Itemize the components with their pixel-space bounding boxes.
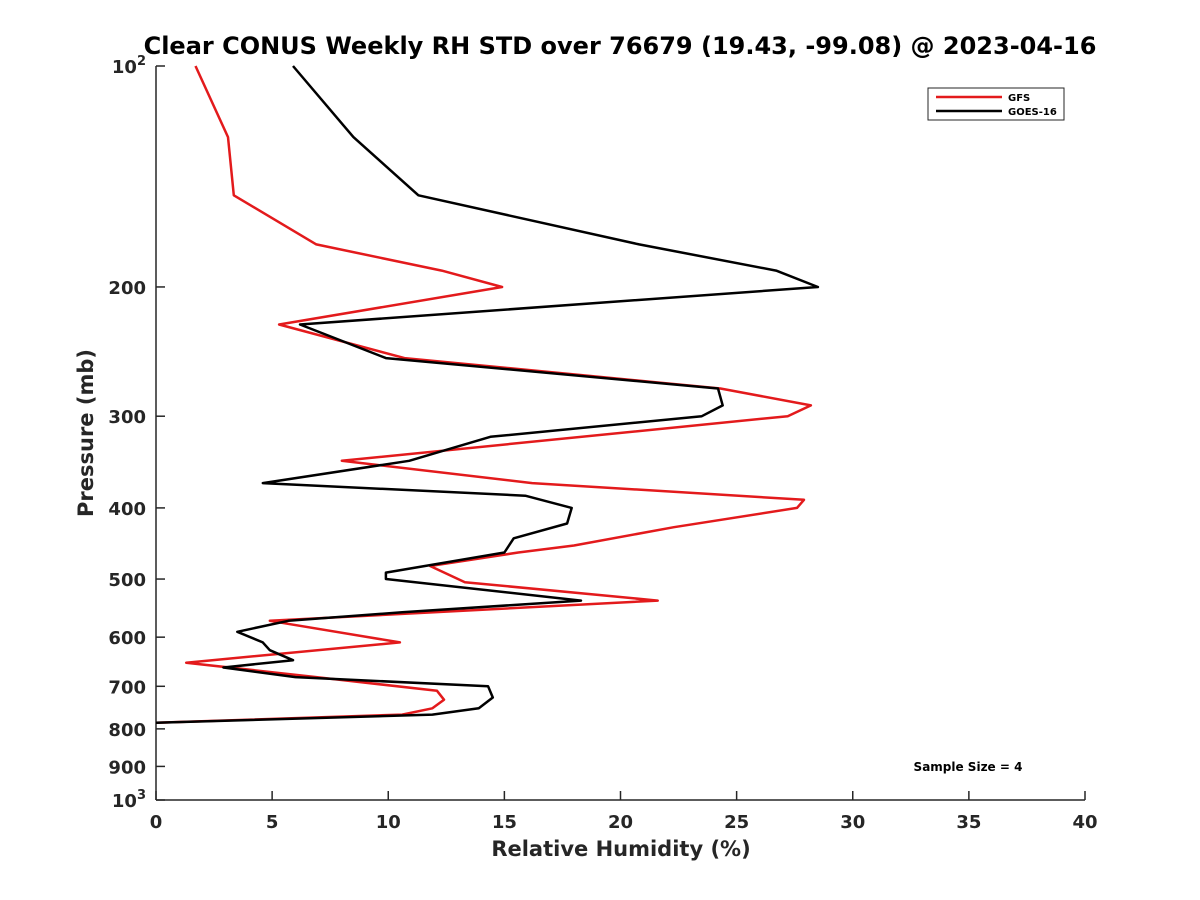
series-lines (155, 65, 820, 725)
y-tick-label: 700 (108, 677, 146, 698)
y-tick-label: 600 (108, 628, 146, 649)
x-axis-label: Relative Humidity (%) (491, 837, 750, 861)
x-tick-label: 15 (492, 812, 517, 833)
y-tick-label: 800 (108, 720, 146, 741)
y-axis-label: Pressure (mb) (74, 349, 98, 517)
x-tick-label: 30 (840, 812, 865, 833)
y-tick-label: 200 (108, 278, 146, 299)
legend-box (927, 87, 1065, 121)
sample-size-annotation: Sample Size = 4 (914, 760, 1023, 774)
legend-label-goes16: GOES-16 (1008, 107, 1057, 118)
legend-label-gfs: GFS (1008, 93, 1030, 104)
x-axis-ticks: 0 5 10 15 20 25 30 35 40 (150, 791, 1098, 833)
legend: GFS GOES-16 (927, 87, 1065, 121)
x-tick-label: 5 (266, 812, 279, 833)
x-tick-label: 10 (376, 812, 401, 833)
x-tick-label: 25 (724, 812, 749, 833)
y-tick-label: 900 (108, 757, 146, 778)
x-tick-label: 0 (150, 812, 163, 833)
y-tick-label: 103 (112, 788, 146, 812)
chart-title: Clear CONUS Weekly RH STD over 76679 (19… (144, 32, 1097, 60)
y-axis-ticks: 102 200 300 400 500 600 700 800 900 103 (108, 54, 165, 812)
y-tick-label: 500 (108, 570, 146, 591)
y-tick-label: 102 (112, 54, 146, 78)
x-tick-label: 20 (608, 812, 633, 833)
x-tick-label: 40 (1072, 812, 1097, 833)
y-tick-label: 400 (108, 499, 146, 520)
y-tick-label: 300 (108, 407, 146, 428)
series-line-goes16 (155, 65, 820, 725)
x-tick-label: 35 (956, 812, 981, 833)
